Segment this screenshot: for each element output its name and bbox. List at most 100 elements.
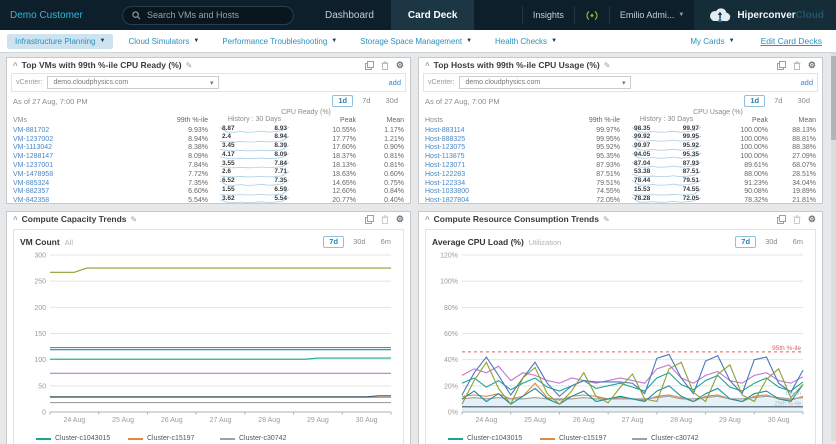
spark-start-value: 78.44 [634, 177, 650, 184]
peak-value: 100.00% [713, 144, 768, 151]
vcenter-select[interactable]: demo.cloudphysics.com ▾ [459, 76, 631, 89]
tab-card-deck[interactable]: Card Deck [391, 0, 474, 30]
nav-infrastructure-planning[interactable]: Infrastructure Planning▼ [7, 34, 113, 49]
range-7d[interactable]: 7d [356, 95, 376, 107]
vcenter-select[interactable]: demo.cloudphysics.com ▾ [47, 76, 219, 89]
p99-value: 87.51% [560, 171, 620, 178]
entity-link[interactable]: VM-881702 [13, 127, 49, 134]
trash-icon[interactable] [793, 61, 801, 70]
card-deck-content: ^ Top VMs with 99th %-ile CPU Ready (%) … [0, 53, 836, 444]
table-row: Host-88311499.97%98.3599.97100.00%88.13% [425, 126, 816, 135]
legend-swatch [632, 438, 647, 440]
range-30d[interactable]: 30d [347, 236, 372, 248]
legend-item-cluster-c1043015[interactable]: Cluster-c1043015 [448, 433, 540, 444]
metric-label: Average CPU Load (%) [432, 237, 524, 247]
entity-link[interactable]: VM-882357 [13, 188, 49, 195]
mean-value: 1.17% [356, 127, 404, 134]
edit-pencil-icon[interactable]: ✎ [131, 215, 138, 224]
vertical-scrollbar[interactable] [831, 53, 836, 441]
legend-item-cluster-c30742[interactable]: Cluster-c30742 [220, 433, 312, 444]
svg-text:24 Aug: 24 Aug [63, 417, 85, 424]
entity-link[interactable]: Host-122334 [425, 180, 465, 187]
range-30d[interactable]: 30d [379, 95, 404, 107]
edit-pencil-icon[interactable]: ✎ [603, 215, 610, 224]
range-6m[interactable]: 6m [375, 236, 397, 248]
collapse-icon[interactable]: ^ [425, 61, 430, 70]
edit-pencil-icon[interactable]: ✎ [186, 61, 193, 70]
entity-link[interactable]: VM-1478958 [13, 171, 53, 178]
edit-card-decks-link[interactable]: Edit Card Decks [761, 36, 822, 46]
metric-sub-label: Utilization [529, 238, 562, 247]
insights-link[interactable]: Insights [522, 6, 574, 24]
signal-icon[interactable] [574, 6, 609, 24]
duplicate-icon[interactable] [365, 61, 374, 70]
add-link[interactable]: add [388, 78, 401, 87]
entity-link[interactable]: Host-122283 [425, 171, 465, 178]
trash-icon[interactable] [381, 61, 389, 70]
entity-link[interactable]: Host-883114 [425, 127, 465, 134]
entity-link[interactable]: Host-1033800 [425, 188, 469, 195]
spark-start-value: 53.38 [634, 168, 650, 175]
table-row: Host-12307187.93%87.0487.9389.61%68.07% [425, 161, 816, 170]
legend-item-cluster-c15197[interactable]: Cluster-c15197 [128, 433, 220, 444]
entity-link[interactable]: Host-123075 [425, 144, 465, 151]
range-1d[interactable]: 1d [332, 95, 353, 107]
duplicate-icon[interactable] [365, 215, 374, 224]
search-input[interactable]: Search VMs and Hosts [122, 6, 294, 25]
nav-health-checks[interactable]: Health Checks▼ [487, 34, 565, 49]
spark-end-value: 8.93 [274, 125, 287, 132]
range-30d[interactable]: 30d [791, 95, 816, 107]
duplicate-icon[interactable] [777, 61, 786, 70]
collapse-icon[interactable]: ^ [13, 215, 18, 224]
legend-item-cluster-c15197[interactable]: Cluster-c15197 [540, 433, 632, 444]
customer-link[interactable]: Demo Customer [10, 10, 122, 21]
svg-text:300: 300 [34, 253, 46, 260]
entity-link[interactable]: VM-1113042 [13, 144, 52, 151]
range-1d[interactable]: 1d [744, 95, 765, 107]
nav-cloud-simulators[interactable]: Cloud Simulators▼ [120, 34, 207, 49]
range-6m[interactable]: 6m [787, 236, 809, 248]
tab-dashboard[interactable]: Dashboard [308, 0, 391, 30]
svg-text:0: 0 [42, 410, 46, 417]
user-menu[interactable]: Emilio Admi... ▼ [609, 6, 694, 24]
entity-link[interactable]: Host-113875 [425, 153, 465, 160]
gear-icon[interactable]: ⚙ [808, 215, 816, 224]
entity-link[interactable]: VM-1237001 [13, 162, 53, 169]
add-link[interactable]: add [800, 78, 813, 87]
trash-icon[interactable] [793, 215, 801, 224]
range-30d[interactable]: 30d [759, 236, 784, 248]
hiperconver-logo[interactable]: HiperconverCloud [694, 0, 836, 30]
entity-link[interactable]: Host-123071 [425, 162, 465, 169]
entity-link[interactable]: VM-1288147 [13, 153, 53, 160]
collapse-icon[interactable]: ^ [13, 61, 18, 70]
entity-link[interactable]: VM-842358 [13, 197, 49, 203]
edit-pencil-icon[interactable]: ✎ [604, 61, 611, 70]
chart-legend: Cluster-c1043015Cluster-c15197Cluster-c3… [432, 430, 809, 444]
col-mean: Mean [768, 117, 816, 124]
spark-end-value: 5.54 [274, 195, 287, 202]
nav-performance-troubleshooting[interactable]: Performance Troubleshooting▼ [214, 34, 345, 49]
range-7d[interactable]: 7d [323, 236, 344, 248]
table-row: VM-12881478.09%4.178.0918.37%0.81% [13, 152, 404, 161]
spark-end-value: 6.59 [274, 186, 287, 193]
legend-item-cluster-c1043015[interactable]: Cluster-c1043015 [36, 433, 128, 444]
range-7d[interactable]: 7d [768, 95, 788, 107]
scrollbar-thumb[interactable] [831, 56, 836, 140]
spark-end-value: 8.09 [274, 151, 287, 158]
entity-link[interactable]: VM-885324 [13, 180, 49, 187]
entity-link[interactable]: Host-1827804 [425, 197, 469, 203]
range-7d[interactable]: 7d [735, 236, 756, 248]
gear-icon[interactable]: ⚙ [396, 61, 404, 70]
p99-value: 87.93% [560, 162, 620, 169]
my-cards-menu[interactable]: My Cards▼ [690, 37, 734, 46]
entity-link[interactable]: VM-1237002 [13, 136, 53, 143]
nav-storage-space-management[interactable]: Storage Space Management▼ [352, 34, 480, 49]
chevron-down-icon: ▼ [551, 38, 557, 44]
gear-icon[interactable]: ⚙ [396, 215, 404, 224]
legend-item-cluster-c30742[interactable]: Cluster-c30742 [632, 433, 724, 444]
collapse-icon[interactable]: ^ [425, 215, 430, 224]
duplicate-icon[interactable] [777, 215, 786, 224]
gear-icon[interactable]: ⚙ [808, 61, 816, 70]
entity-link[interactable]: Host-888325 [425, 136, 465, 143]
trash-icon[interactable] [381, 215, 389, 224]
